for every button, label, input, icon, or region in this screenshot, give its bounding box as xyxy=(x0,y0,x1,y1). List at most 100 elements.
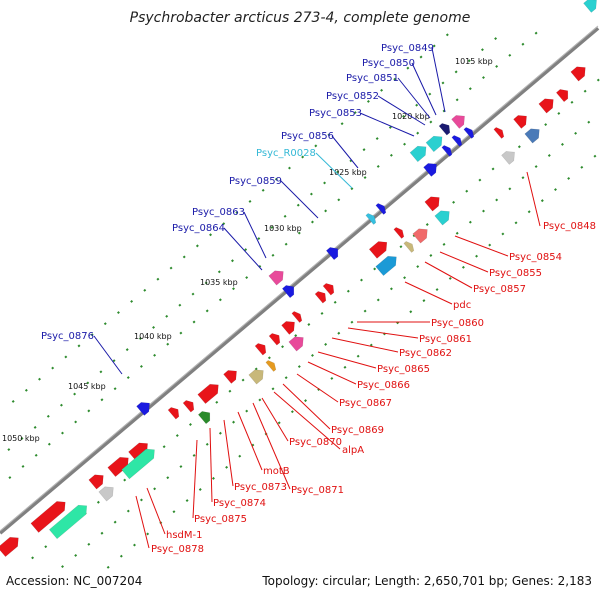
track-dot xyxy=(482,76,485,80)
track-dot xyxy=(215,400,219,404)
track-dot xyxy=(337,198,341,202)
track-dot xyxy=(557,111,561,115)
gene-label: alpA xyxy=(342,445,364,456)
track-dot xyxy=(244,248,248,252)
track-dot xyxy=(310,220,314,224)
track-dot xyxy=(560,142,564,146)
track-dot xyxy=(389,153,393,157)
track-dot xyxy=(403,276,407,280)
gene-feature xyxy=(403,241,415,253)
track-dot xyxy=(301,155,305,159)
track-dot xyxy=(59,403,63,407)
track-dot xyxy=(38,377,41,381)
gene-feature xyxy=(121,448,155,480)
track-dot xyxy=(241,378,245,382)
gene-feature xyxy=(30,501,66,533)
track-dot xyxy=(454,70,458,74)
track-dot xyxy=(309,192,313,196)
tick-label: 1045 kbp xyxy=(68,382,106,391)
track-dot xyxy=(284,376,288,380)
gene-feature xyxy=(451,135,463,147)
gene-feature xyxy=(501,151,515,165)
track-dot xyxy=(296,203,300,207)
track-dot xyxy=(465,189,469,193)
track-dot xyxy=(494,37,498,40)
track-dot xyxy=(225,465,229,469)
track-dot xyxy=(495,65,499,68)
track-dot xyxy=(376,164,380,168)
track-dot xyxy=(323,181,327,185)
track-dot xyxy=(567,176,571,180)
track-dot xyxy=(103,322,107,326)
track-dot xyxy=(596,78,600,82)
track-dot xyxy=(267,356,271,360)
track-dot xyxy=(307,323,311,326)
track-dot xyxy=(34,453,38,457)
track-dot xyxy=(284,242,288,246)
track-dot xyxy=(96,500,100,504)
track-dot xyxy=(172,510,176,514)
track-dot xyxy=(388,125,392,129)
track-dot xyxy=(11,399,15,403)
track-dot xyxy=(350,187,354,191)
track-dot xyxy=(281,345,285,349)
gene-label: Psyc_0855 xyxy=(489,268,542,279)
gene-feature xyxy=(434,210,450,226)
track-dot xyxy=(350,320,354,324)
track-dot xyxy=(231,259,234,263)
gene-label: Psyc_0851 xyxy=(346,73,399,84)
track-dot xyxy=(130,299,134,303)
track-dot xyxy=(580,165,584,169)
genome-backbone-highlight xyxy=(0,25,599,532)
track-dot xyxy=(198,488,202,491)
gene-feature xyxy=(412,228,428,244)
track-dot xyxy=(491,167,495,171)
gene-feature xyxy=(365,213,377,225)
tick-label: 1035 kbp xyxy=(200,278,238,287)
track-dot xyxy=(100,398,104,402)
gene-feature xyxy=(197,411,211,425)
track-dot xyxy=(324,342,328,346)
track-dot xyxy=(99,370,103,374)
track-dot xyxy=(290,410,294,414)
track-dot xyxy=(64,355,68,359)
gene-label: Psyc_0854 xyxy=(509,252,562,263)
gene-feature xyxy=(513,115,527,129)
gene-feature xyxy=(48,504,88,540)
gene-label: Psyc_0863 xyxy=(192,207,245,218)
track-dot xyxy=(178,303,182,307)
gene-feature xyxy=(463,127,475,139)
track-dot xyxy=(402,114,405,118)
gene-feature xyxy=(375,203,387,215)
track-dot xyxy=(61,431,64,435)
gene-feature xyxy=(223,370,237,384)
track-dot xyxy=(482,209,485,213)
track-dot xyxy=(77,344,81,348)
gene-label: Psyc_0866 xyxy=(357,380,410,391)
track-dot xyxy=(222,222,226,226)
gene-label: Psyc_0876 xyxy=(41,331,94,342)
track-dot xyxy=(467,59,471,63)
track-dot xyxy=(152,325,156,329)
track-dot xyxy=(185,499,189,503)
track-dot xyxy=(138,337,142,340)
track-dot xyxy=(205,442,209,446)
forward-gene-labels: Psyc_0849 Psyc_0850 Psyc_0851 Psyc_0852 … xyxy=(41,43,434,342)
track-dot xyxy=(143,288,147,292)
track-dot xyxy=(126,509,130,513)
gene-label: Psyc_0849 xyxy=(381,43,434,54)
gene-label: Psyc_0860 xyxy=(431,318,484,329)
tick-label: 1050 kbp xyxy=(2,434,40,443)
accession-text: Accession: NC_007204 xyxy=(6,574,143,588)
track-dot xyxy=(432,44,436,48)
gene-label: Psyc_0857 xyxy=(473,284,526,295)
track-dot xyxy=(283,214,287,218)
track-dot xyxy=(363,309,367,313)
gene-feature xyxy=(88,474,104,490)
track-dot xyxy=(73,392,77,396)
track-dot xyxy=(501,232,505,236)
gene-feature xyxy=(375,255,397,277)
gene-label: Psyc_0850 xyxy=(362,58,415,69)
gene-label: Psyc_0873 xyxy=(234,482,287,493)
genome-backbone xyxy=(0,26,600,535)
